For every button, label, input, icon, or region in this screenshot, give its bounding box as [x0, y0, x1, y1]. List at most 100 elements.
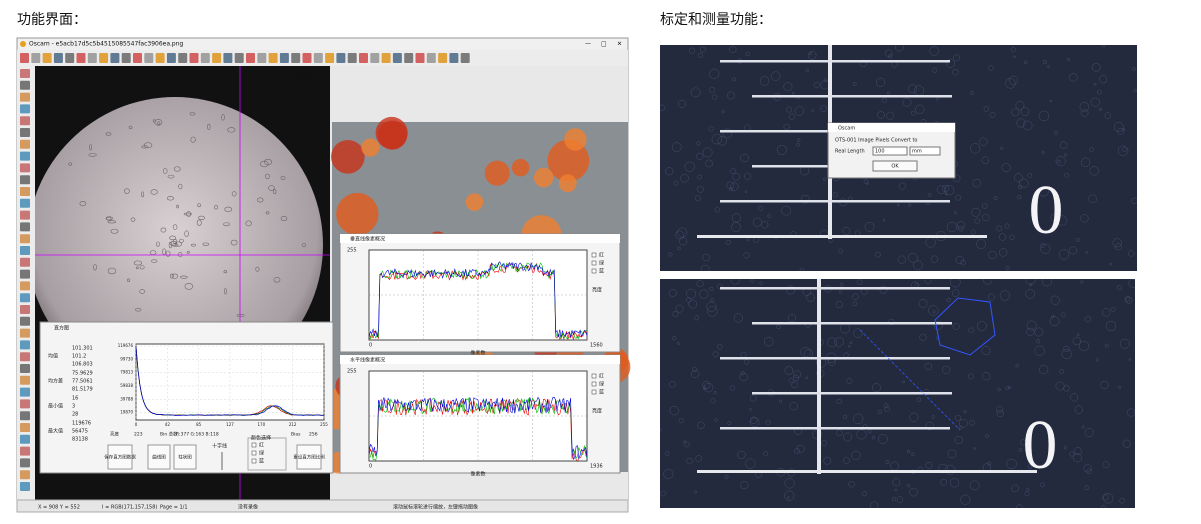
side-tool[interactable] — [20, 352, 30, 362]
window-control[interactable]: — — [585, 41, 591, 48]
side-tool[interactable] — [20, 458, 30, 468]
side-tool[interactable] — [20, 187, 30, 196]
tool-button[interactable] — [460, 53, 470, 63]
side-tool[interactable] — [20, 364, 30, 373]
side-tool[interactable] — [20, 399, 30, 409]
button-label[interactable]: 曲线图 — [152, 454, 166, 461]
tool-button[interactable] — [144, 53, 154, 63]
tool-button[interactable] — [313, 53, 323, 63]
button-label[interactable]: 保存直方图数据 — [104, 454, 136, 461]
side-tool[interactable] — [20, 80, 30, 90]
button[interactable] — [107, 444, 133, 470]
side-tool[interactable] — [20, 222, 30, 232]
button-label[interactable]: OK — [891, 164, 899, 170]
window-control[interactable]: ✕ — [617, 41, 622, 48]
side-tool[interactable] — [20, 305, 30, 314]
side-tool[interactable] — [20, 434, 30, 444]
tool-button[interactable] — [200, 53, 210, 63]
side-tool[interactable] — [20, 128, 30, 137]
tool-button[interactable] — [268, 53, 278, 63]
checkbox[interactable] — [251, 450, 257, 456]
tool-button[interactable] — [189, 53, 199, 63]
tool-button[interactable] — [99, 53, 109, 63]
checkbox[interactable] — [591, 252, 597, 258]
tool-button[interactable] — [42, 53, 52, 63]
tool-button[interactable] — [404, 53, 414, 63]
tool-button[interactable] — [53, 53, 63, 63]
side-tool[interactable] — [20, 387, 30, 397]
side-tool[interactable] — [20, 411, 30, 421]
tool-button[interactable] — [347, 53, 357, 63]
side-tool[interactable] — [20, 375, 30, 385]
checkbox[interactable] — [251, 458, 257, 464]
side-tool[interactable] — [20, 175, 30, 185]
input-value[interactable]: 100 — [875, 149, 885, 155]
side-tool[interactable] — [20, 293, 30, 303]
tool-button[interactable] — [392, 53, 402, 63]
tool-button[interactable] — [438, 53, 448, 63]
side-tool[interactable] — [20, 446, 30, 456]
side-tool[interactable] — [20, 92, 30, 102]
side-tool[interactable] — [20, 104, 30, 114]
side-tool[interactable] — [20, 470, 30, 480]
side-tool[interactable] — [20, 210, 30, 220]
checkbox[interactable] — [251, 442, 257, 448]
checkbox[interactable] — [591, 389, 597, 395]
select[interactable] — [909, 146, 941, 156]
tool-button[interactable] — [370, 53, 380, 63]
side-tool[interactable] — [20, 328, 30, 338]
tool-button[interactable] — [381, 53, 391, 63]
tool-button[interactable] — [257, 53, 267, 63]
side-tool[interactable] — [20, 482, 30, 491]
tool-button[interactable] — [121, 53, 131, 63]
tool-button[interactable] — [336, 53, 346, 63]
tool-button[interactable] — [449, 53, 459, 63]
tool-button[interactable] — [178, 53, 188, 63]
checkbox[interactable] — [591, 268, 597, 274]
side-tool[interactable] — [20, 234, 30, 244]
tool-button[interactable] — [65, 53, 75, 63]
tool-button[interactable] — [31, 53, 41, 63]
tool-button[interactable] — [110, 53, 120, 63]
side-tool[interactable] — [20, 198, 30, 208]
tool-button[interactable] — [415, 53, 425, 63]
tool-button[interactable] — [76, 53, 86, 63]
button[interactable] — [147, 444, 171, 470]
tool-button[interactable] — [359, 53, 368, 63]
side-tool[interactable] — [20, 423, 30, 432]
side-tool[interactable] — [20, 281, 30, 291]
select-value[interactable]: mm — [912, 149, 922, 155]
side-tool[interactable] — [20, 257, 30, 267]
side-tool[interactable] — [20, 316, 30, 326]
tool-button[interactable] — [234, 53, 244, 63]
button-label[interactable]: 柱状图 — [178, 454, 192, 461]
side-tool[interactable] — [20, 163, 30, 173]
tool-button[interactable] — [426, 53, 436, 63]
tool-button[interactable] — [246, 53, 255, 63]
tool-button[interactable] — [87, 53, 97, 63]
input[interactable] — [872, 146, 908, 156]
tool-button[interactable] — [20, 53, 29, 63]
checkbox[interactable] — [591, 260, 597, 266]
button[interactable] — [872, 160, 918, 172]
tool-button[interactable] — [302, 53, 312, 63]
tool-button[interactable] — [155, 53, 165, 63]
button-label[interactable]: 重设直方图比例 — [293, 454, 325, 461]
side-tool[interactable] — [20, 269, 30, 279]
button[interactable] — [173, 444, 197, 470]
window-control[interactable]: □ — [601, 41, 607, 48]
side-tool[interactable] — [20, 340, 30, 350]
checkbox[interactable] — [591, 381, 597, 387]
tool-button[interactable] — [166, 53, 176, 63]
button[interactable] — [296, 444, 322, 470]
side-tool[interactable] — [20, 246, 30, 255]
tool-button[interactable] — [325, 53, 335, 63]
side-tool[interactable] — [20, 69, 30, 78]
tool-button[interactable] — [223, 53, 233, 63]
side-tool[interactable] — [20, 151, 30, 161]
tool-button[interactable] — [291, 53, 301, 63]
side-tool[interactable] — [20, 116, 30, 126]
tool-button[interactable] — [133, 53, 142, 63]
tool-button[interactable] — [279, 53, 289, 63]
checkbox[interactable] — [591, 373, 597, 379]
